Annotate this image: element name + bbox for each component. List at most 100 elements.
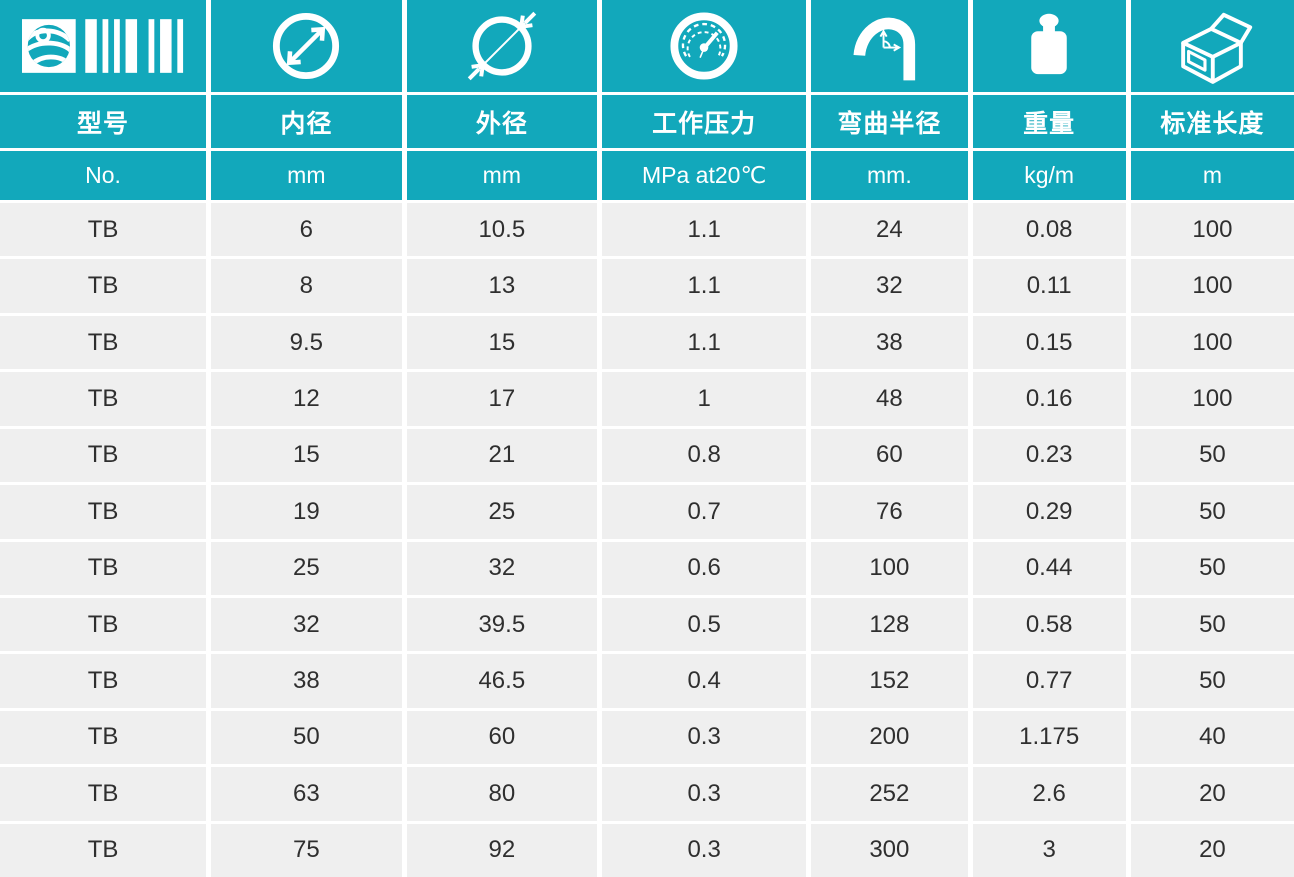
table-cell: TB xyxy=(0,372,207,426)
col-unit-weight: kg/m xyxy=(972,151,1126,200)
table-cell: 0.44 xyxy=(972,541,1126,595)
table-cell: 0.16 xyxy=(972,372,1126,426)
table-cell: 200 xyxy=(811,710,968,765)
table-cell: 38 xyxy=(211,654,402,708)
table-cell: 0.3 xyxy=(602,710,807,765)
outer-diameter-icon xyxy=(467,11,537,81)
table-cell: 80 xyxy=(406,767,598,821)
table-cell: 0.7 xyxy=(602,485,807,539)
table-cell: 50 xyxy=(1130,485,1294,539)
col-unit-inner-diameter: mm xyxy=(211,151,402,200)
table-cell: 60 xyxy=(811,428,968,483)
table-cell: 100 xyxy=(1130,315,1294,370)
table-cell: 100 xyxy=(811,541,968,595)
table-cell: 75 xyxy=(211,823,402,877)
col-unit-working-pressure: MPa at20℃ xyxy=(602,151,807,200)
icon-cell-standard-length xyxy=(1130,0,1294,92)
table-cell: 0.5 xyxy=(602,597,807,652)
table-cell: 50 xyxy=(1130,654,1294,708)
table-cell: 1.1 xyxy=(602,315,807,370)
table-cell: 50 xyxy=(211,710,402,765)
package-box-icon xyxy=(1181,12,1253,84)
table-cell: 12 xyxy=(211,372,402,426)
table-cell: 252 xyxy=(811,767,968,821)
table-cell: 0.15 xyxy=(972,315,1126,370)
table-cell: 50 xyxy=(1130,541,1294,595)
table-cell: 0.3 xyxy=(602,823,807,877)
table-cell: 25 xyxy=(406,485,598,539)
table-cell: 0.58 xyxy=(972,597,1126,652)
table-cell: 32 xyxy=(211,597,402,652)
col-unit-bend-radius: mm. xyxy=(811,151,968,200)
table-cell: 6 xyxy=(211,203,402,257)
table-cell: 13 xyxy=(406,259,598,313)
table-cell: 39.5 xyxy=(406,597,598,652)
table-cell: 50 xyxy=(1130,597,1294,652)
table-cell: TB xyxy=(0,203,207,257)
table-cell: 63 xyxy=(211,767,402,821)
brand-barcode-icon xyxy=(21,19,183,73)
icon-cell-weight xyxy=(972,0,1126,92)
table-cell: 1.175 xyxy=(972,710,1126,765)
table-cell: 25 xyxy=(211,541,402,595)
table-cell: 100 xyxy=(1130,372,1294,426)
table-cell: 0.3 xyxy=(602,767,807,821)
table-cell: TB xyxy=(0,428,207,483)
col-header-model: 型号 xyxy=(0,95,207,148)
pressure-gauge-icon xyxy=(670,12,738,80)
table-cell: 9.5 xyxy=(211,315,402,370)
table-cell: 15 xyxy=(406,315,598,370)
bend-radius-icon xyxy=(853,17,916,81)
table-cell: TB xyxy=(0,485,207,539)
table-cell: TB xyxy=(0,767,207,821)
table-cell: 0.23 xyxy=(972,428,1126,483)
col-header-outer-diameter: 外径 xyxy=(406,95,598,148)
table-cell: 48 xyxy=(811,372,968,426)
table-cell: 1.1 xyxy=(602,203,807,257)
icon-cell-model xyxy=(0,0,207,92)
table-cell: 40 xyxy=(1130,710,1294,765)
table-cell: TB xyxy=(0,823,207,877)
table-cell: 17 xyxy=(406,372,598,426)
col-header-bend-radius: 弯曲半径 xyxy=(811,95,968,148)
table-cell: 15 xyxy=(211,428,402,483)
icon-cell-bend-radius xyxy=(811,0,968,92)
table-cell: 0.08 xyxy=(972,203,1126,257)
icon-cell-inner-diameter xyxy=(211,0,402,92)
table-cell: TB xyxy=(0,654,207,708)
table-cell: 300 xyxy=(811,823,968,877)
weight-icon xyxy=(1031,13,1067,75)
table-cell: 128 xyxy=(811,597,968,652)
table-cell: 76 xyxy=(811,485,968,539)
table-cell: 10.5 xyxy=(406,203,598,257)
icon-cell-working-pressure xyxy=(602,0,807,92)
col-unit-model: No. xyxy=(0,151,207,200)
table-cell: 0.8 xyxy=(602,428,807,483)
table-cell: TB xyxy=(0,710,207,765)
col-header-inner-diameter: 内径 xyxy=(211,95,402,148)
table-cell: TB xyxy=(0,597,207,652)
col-header-weight: 重量 xyxy=(972,95,1126,148)
table-cell: 1 xyxy=(602,372,807,426)
col-unit-standard-length: m xyxy=(1130,151,1294,200)
col-header-working-pressure: 工作压力 xyxy=(602,95,807,148)
table-cell: 1.1 xyxy=(602,259,807,313)
inner-diameter-icon xyxy=(273,12,340,80)
table-cell: 20 xyxy=(1130,767,1294,821)
table-cell: 0.29 xyxy=(972,485,1126,539)
table-cell: 100 xyxy=(1130,259,1294,313)
table-cell: 21 xyxy=(406,428,598,483)
table-cell: 50 xyxy=(1130,428,1294,483)
col-header-standard-length: 标准长度 xyxy=(1130,95,1294,148)
table-cell: 92 xyxy=(406,823,598,877)
table-cell: 0.77 xyxy=(972,654,1126,708)
table-cell: 0.4 xyxy=(602,654,807,708)
table-cell: 32 xyxy=(811,259,968,313)
table-cell: 60 xyxy=(406,710,598,765)
table-cell: 19 xyxy=(211,485,402,539)
table-cell: 0.11 xyxy=(972,259,1126,313)
table-cell: 2.6 xyxy=(972,767,1126,821)
table-cell: 8 xyxy=(211,259,402,313)
table-cell: 0.6 xyxy=(602,541,807,595)
